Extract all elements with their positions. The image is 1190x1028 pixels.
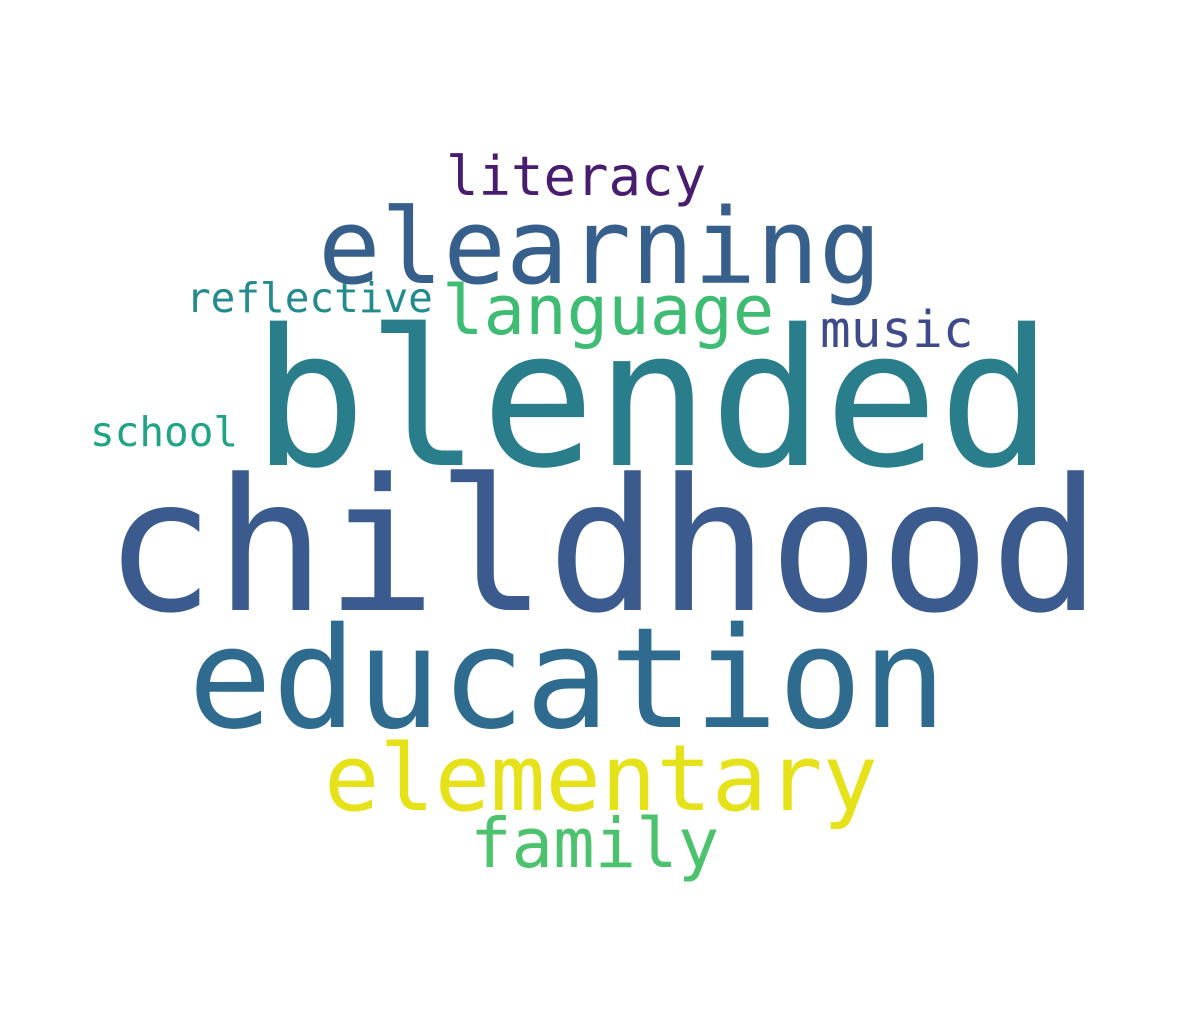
word-childhood: childhood <box>104 440 1101 654</box>
word-language: language <box>442 271 775 351</box>
word-school: school <box>90 408 239 456</box>
word-music: music <box>820 301 974 360</box>
word-literacy: literacy <box>446 145 707 208</box>
word-family: family <box>470 804 720 884</box>
word-blended: blended <box>252 289 1053 510</box>
word-education: education <box>188 598 947 761</box>
word-reflective: reflective <box>186 274 433 322</box>
word-elearning: elearning <box>318 186 882 308</box>
word-elementary: elementary <box>324 725 878 832</box>
